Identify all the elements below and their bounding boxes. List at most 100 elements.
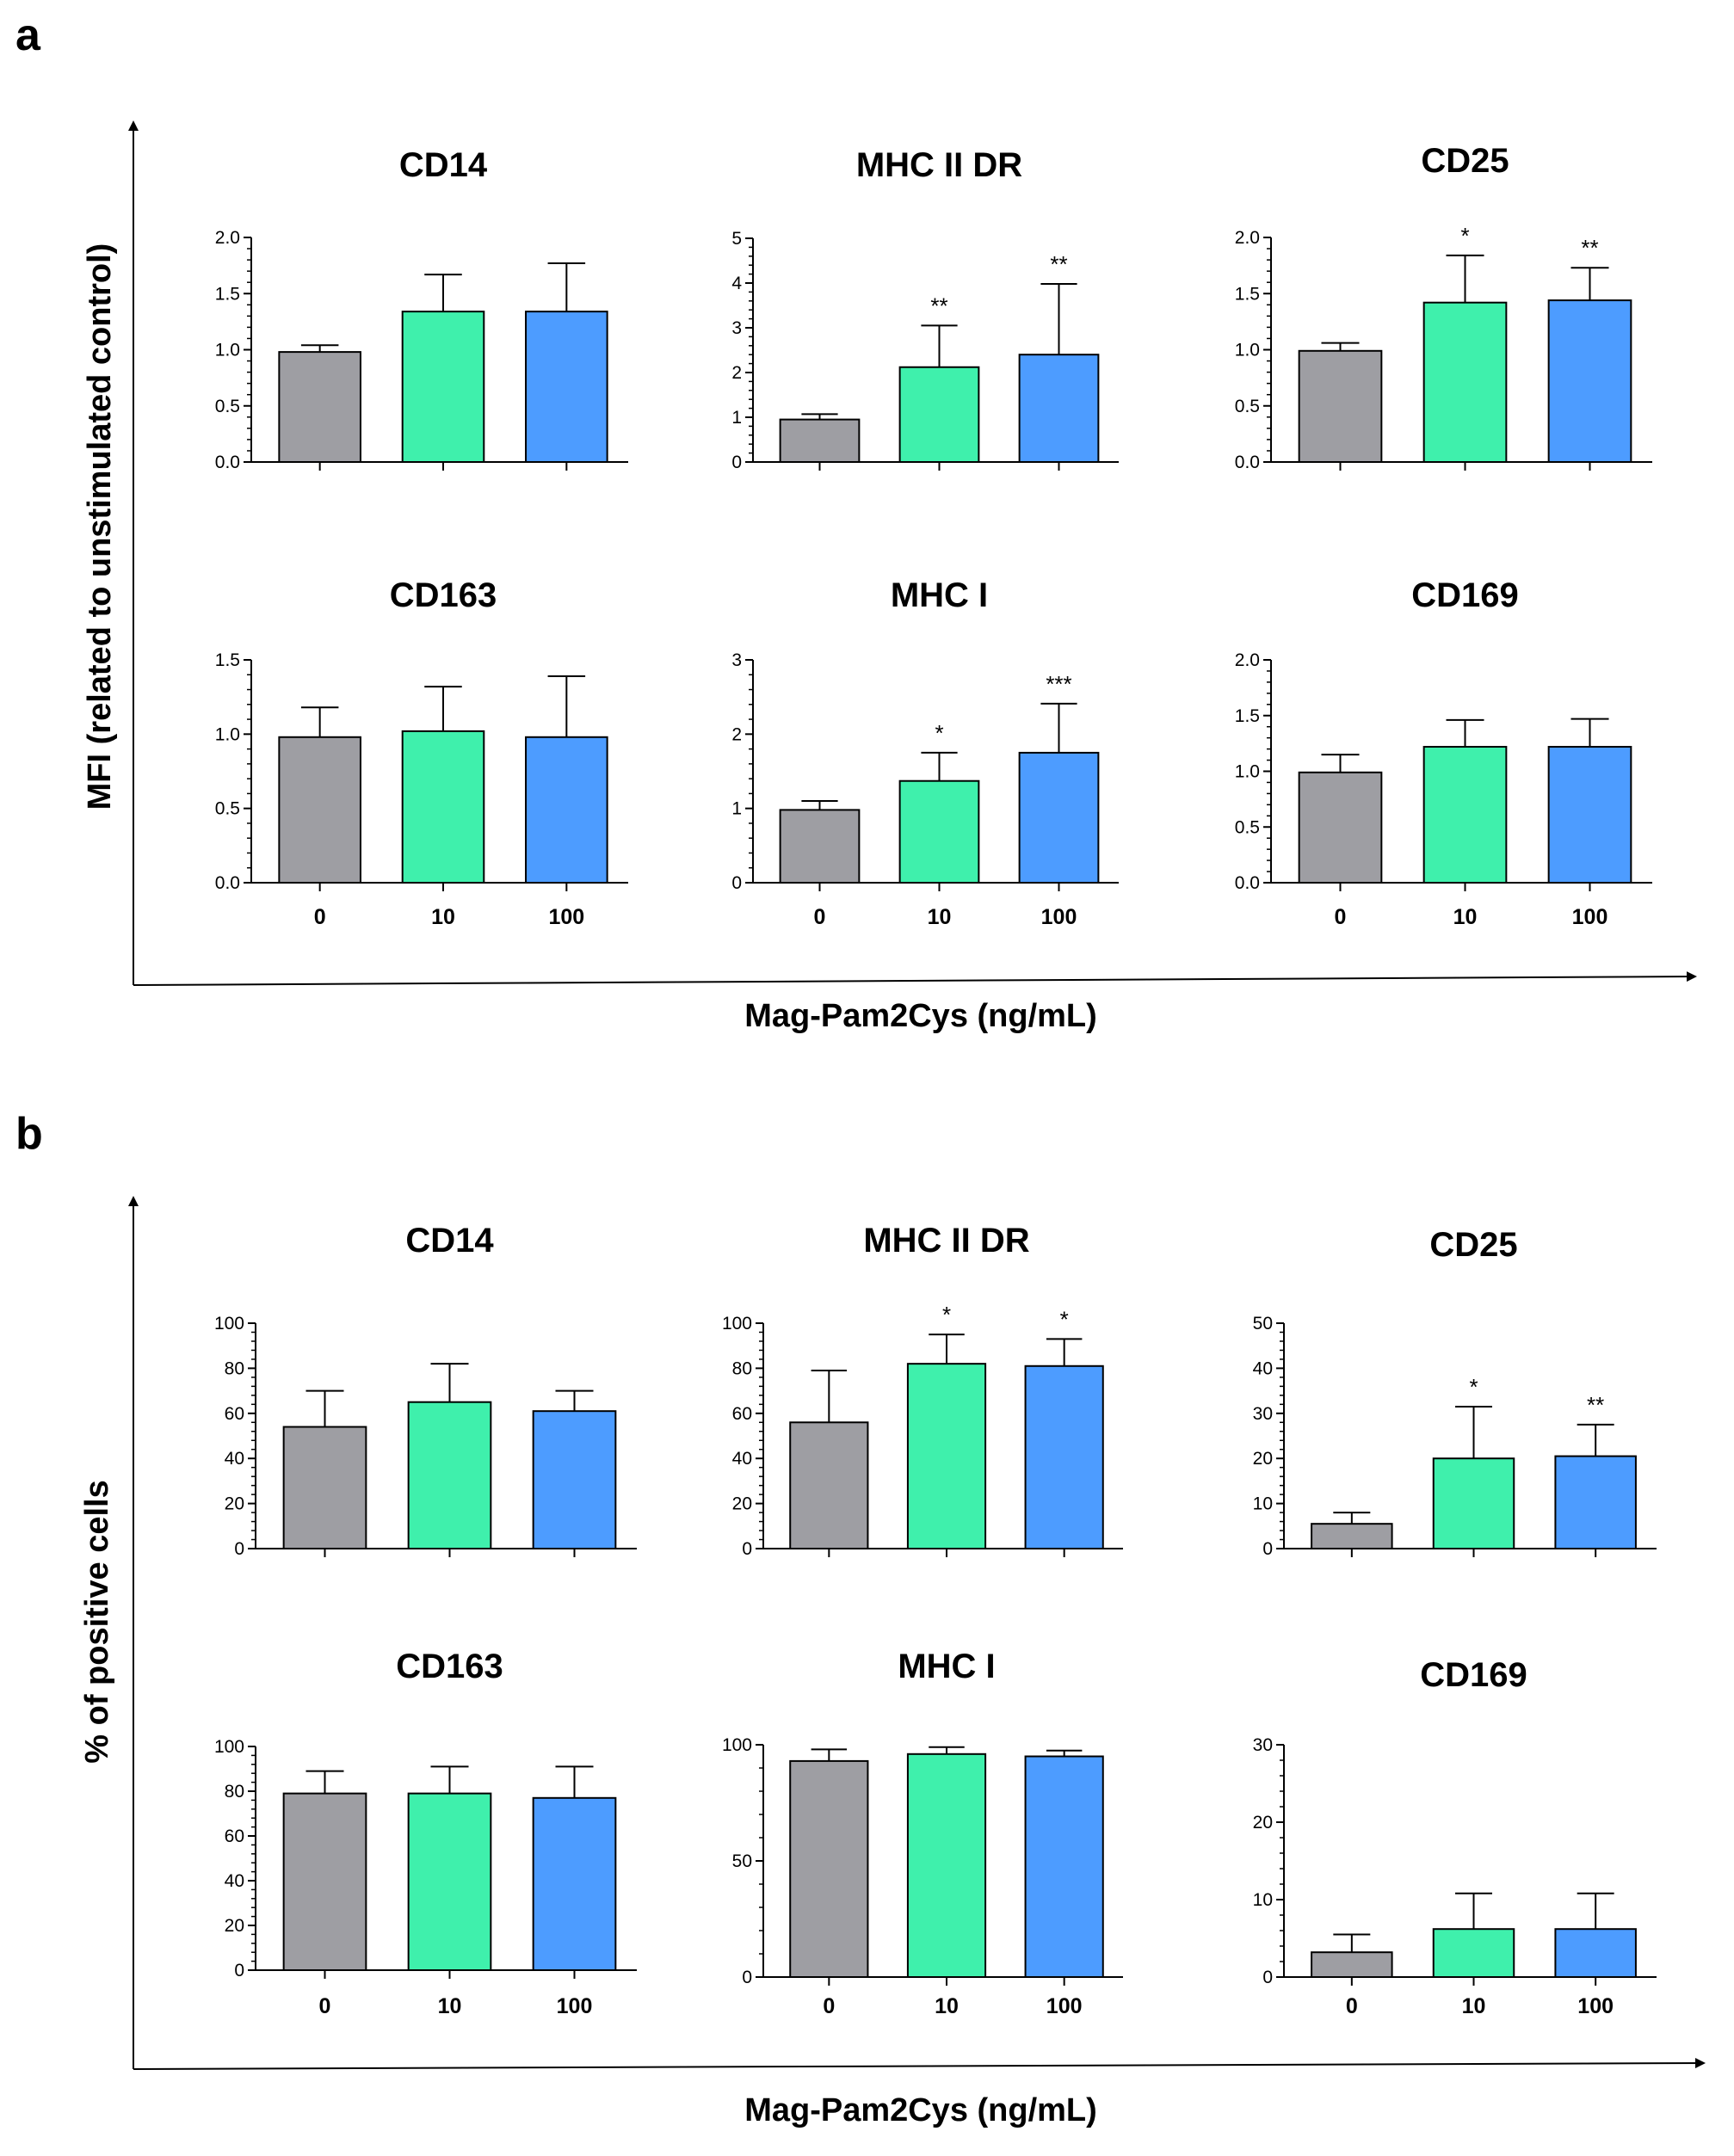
bar-10 — [906, 1753, 987, 1979]
bar-100 — [1024, 1364, 1104, 1550]
y-tick-label: 0.5 — [215, 397, 240, 416]
bar-0 — [789, 1421, 869, 1550]
bar-10 — [1422, 301, 1508, 463]
x-category-label: 100 — [1577, 1994, 1614, 2018]
chart-title: CD25 — [1429, 1226, 1517, 1264]
y-tick-label: 0 — [731, 453, 742, 472]
significance-label: * — [935, 720, 943, 746]
x-category-label: 10 — [438, 1994, 462, 2018]
bar-100 — [532, 1410, 617, 1550]
y-tick-label: 100 — [214, 1314, 244, 1334]
y-tick-label: 80 — [732, 1358, 752, 1378]
bar-0 — [1298, 771, 1383, 884]
x-category-label: 10 — [928, 905, 952, 929]
y-tick-label: 20 — [225, 1494, 244, 1514]
bar-10 — [1422, 746, 1508, 884]
y-tick-label: 50 — [732, 1851, 752, 1871]
y-tick-label: 2.0 — [215, 228, 240, 248]
y-tick-label: 100 — [214, 1737, 244, 1757]
significance-label: ** — [1050, 251, 1067, 277]
bar-100 — [1024, 1755, 1104, 1978]
chart-title: CD163 — [396, 1648, 503, 1685]
y-tick-label: 0.5 — [215, 799, 240, 819]
significance-label: * — [942, 1302, 951, 1327]
y-tick-label: 60 — [225, 1826, 244, 1846]
x-category-label: 10 — [935, 1994, 959, 2018]
y-tick-label: 20 — [225, 1916, 244, 1936]
y-tick-label: 80 — [225, 1782, 244, 1802]
panel-a-letter: a — [15, 10, 41, 60]
chart-a-cd163: CD163 0.0 0.5 1.0 1.5 0 10 100 — [215, 576, 628, 929]
chart-title: CD169 — [1411, 576, 1519, 614]
y-tick-label: 10 — [1253, 1890, 1273, 1910]
bar-0 — [282, 1792, 367, 1972]
y-tick-label: 0.0 — [1235, 873, 1260, 893]
y-tick-label: 0.5 — [1235, 397, 1260, 416]
bar-10 — [407, 1792, 492, 1972]
bar-0 — [1311, 1951, 1393, 1978]
panel-a-x-title: Mag-Pam2Cys (ng/mL) — [744, 998, 1097, 1034]
chart-a-cd14: CD14 0.0 0.5 1.0 1.5 2.0 — [215, 146, 628, 472]
y-tick-label: 0 — [742, 1968, 752, 1987]
x-category-label: 0 — [319, 1994, 331, 2018]
y-tick-label: 1.5 — [1235, 284, 1260, 304]
bar-100 — [1547, 299, 1632, 463]
panel-b-x-title: Mag-Pam2Cys (ng/mL) — [744, 2092, 1097, 2128]
y-tick-label: 1.5 — [215, 284, 240, 304]
x-category-label: 100 — [548, 905, 584, 929]
y-tick-label: 20 — [732, 1494, 752, 1514]
bar-0 — [282, 1426, 367, 1550]
y-tick-label: 0.0 — [215, 453, 240, 472]
x-category-label: 0 — [314, 905, 326, 929]
chart-title: CD14 — [405, 1222, 494, 1260]
bar-100 — [1018, 354, 1100, 464]
y-tick-label: 1.0 — [1235, 341, 1260, 360]
bar-10 — [401, 730, 485, 884]
y-tick-label: 2.0 — [1235, 228, 1260, 248]
x-category-label: 10 — [431, 905, 455, 929]
y-tick-label: 2.0 — [1235, 650, 1260, 670]
y-tick-label: 1.0 — [215, 724, 240, 744]
bar-100 — [1547, 746, 1632, 884]
panel-a-x-arrow — [133, 971, 1697, 986]
y-tick-label: 2 — [731, 724, 742, 744]
x-category-label: 0 — [1335, 905, 1347, 929]
y-tick-label: 0.5 — [1235, 817, 1260, 837]
x-category-label: 10 — [1453, 905, 1478, 929]
y-tick-label: 3 — [731, 318, 742, 338]
x-category-label: 0 — [823, 1994, 835, 2018]
bar-0 — [789, 1759, 869, 1979]
bar-0 — [278, 736, 361, 884]
bar-0 — [1311, 1523, 1393, 1550]
chart-b-cd169: CD169 0 10 20 30 0 10 100 — [1253, 1656, 1657, 2018]
y-tick-label: 0.0 — [1235, 453, 1260, 472]
y-tick-label: 40 — [1253, 1358, 1273, 1378]
y-tick-label: 40 — [225, 1449, 244, 1469]
significance-label: ** — [930, 293, 947, 318]
y-tick-label: 0 — [234, 1961, 244, 1980]
y-tick-label: 0.0 — [215, 873, 240, 893]
chart-title: CD14 — [399, 146, 488, 184]
bar-100 — [1018, 751, 1100, 884]
y-tick-label: 3 — [731, 650, 742, 670]
y-tick-label: 40 — [225, 1871, 244, 1891]
chart-title: MHC II DR — [856, 146, 1022, 184]
x-category-label: 10 — [1462, 1994, 1486, 2018]
bar-100 — [1554, 1928, 1637, 1978]
chart-a-mhc2dr: MHC II DR 0 1 2 3 4 5 ** ** — [731, 146, 1119, 472]
y-tick-label: 60 — [732, 1404, 752, 1424]
y-tick-label: 60 — [225, 1404, 244, 1424]
x-category-label: 100 — [1046, 1994, 1083, 2018]
y-tick-label: 1 — [731, 408, 742, 428]
significance-label: * — [1060, 1306, 1069, 1332]
y-tick-label: 80 — [225, 1358, 244, 1378]
x-category-label: 0 — [814, 905, 826, 929]
chart-b-mhc1: MHC I 0 50 100 0 10 100 — [722, 1648, 1123, 2018]
chart-title: CD163 — [390, 576, 497, 614]
bar-100 — [532, 1796, 617, 1972]
y-tick-label: 1.5 — [215, 650, 240, 670]
significance-label: *** — [1046, 671, 1071, 697]
bar-10 — [898, 779, 980, 884]
